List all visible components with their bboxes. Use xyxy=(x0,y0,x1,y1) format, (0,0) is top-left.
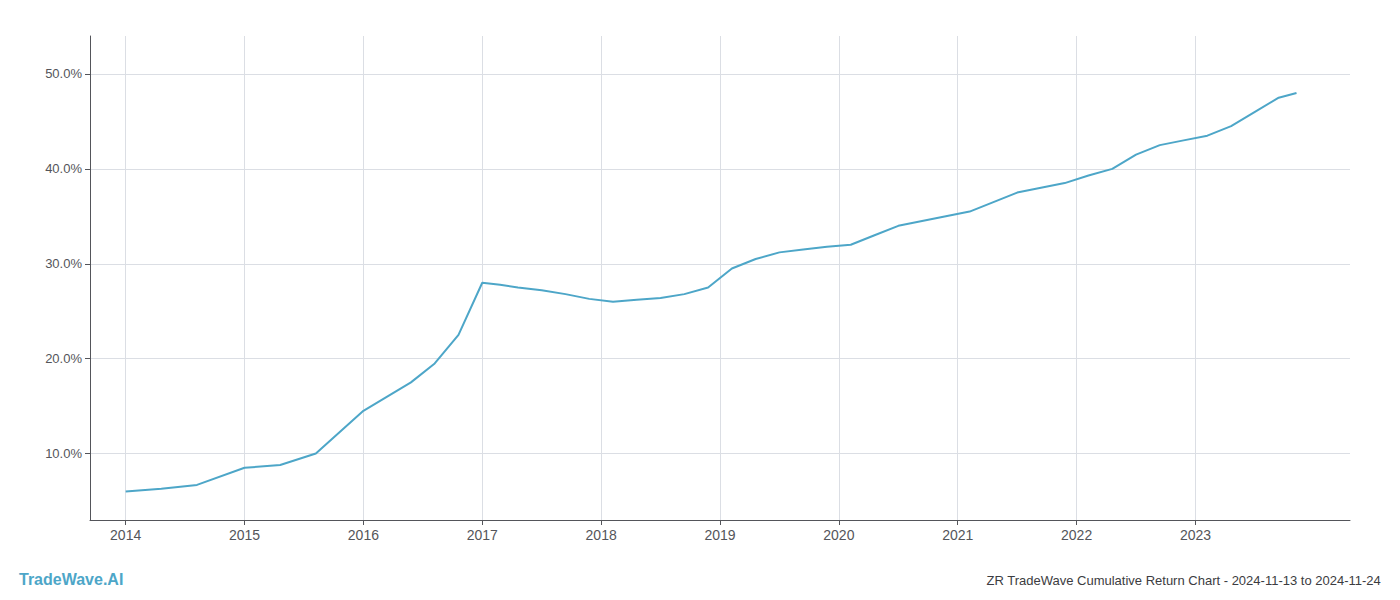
svg-text:10.0%: 10.0% xyxy=(45,446,82,461)
svg-text:40.0%: 40.0% xyxy=(45,161,82,176)
svg-text:2016: 2016 xyxy=(348,527,379,543)
svg-text:2018: 2018 xyxy=(586,527,617,543)
svg-text:2023: 2023 xyxy=(1180,527,1211,543)
svg-text:TradeWave.AI: TradeWave.AI xyxy=(19,571,123,588)
svg-text:2015: 2015 xyxy=(229,527,260,543)
svg-text:20.0%: 20.0% xyxy=(45,351,82,366)
svg-text:ZR TradeWave Cumulative Return: ZR TradeWave Cumulative Return Chart - 2… xyxy=(986,573,1380,588)
svg-text:2017: 2017 xyxy=(467,527,498,543)
svg-text:30.0%: 30.0% xyxy=(45,256,82,271)
svg-text:2020: 2020 xyxy=(823,527,854,543)
svg-text:50.0%: 50.0% xyxy=(45,66,82,81)
svg-text:2022: 2022 xyxy=(1061,527,1092,543)
svg-text:2014: 2014 xyxy=(110,527,141,543)
svg-text:2019: 2019 xyxy=(704,527,735,543)
svg-text:2021: 2021 xyxy=(942,527,973,543)
